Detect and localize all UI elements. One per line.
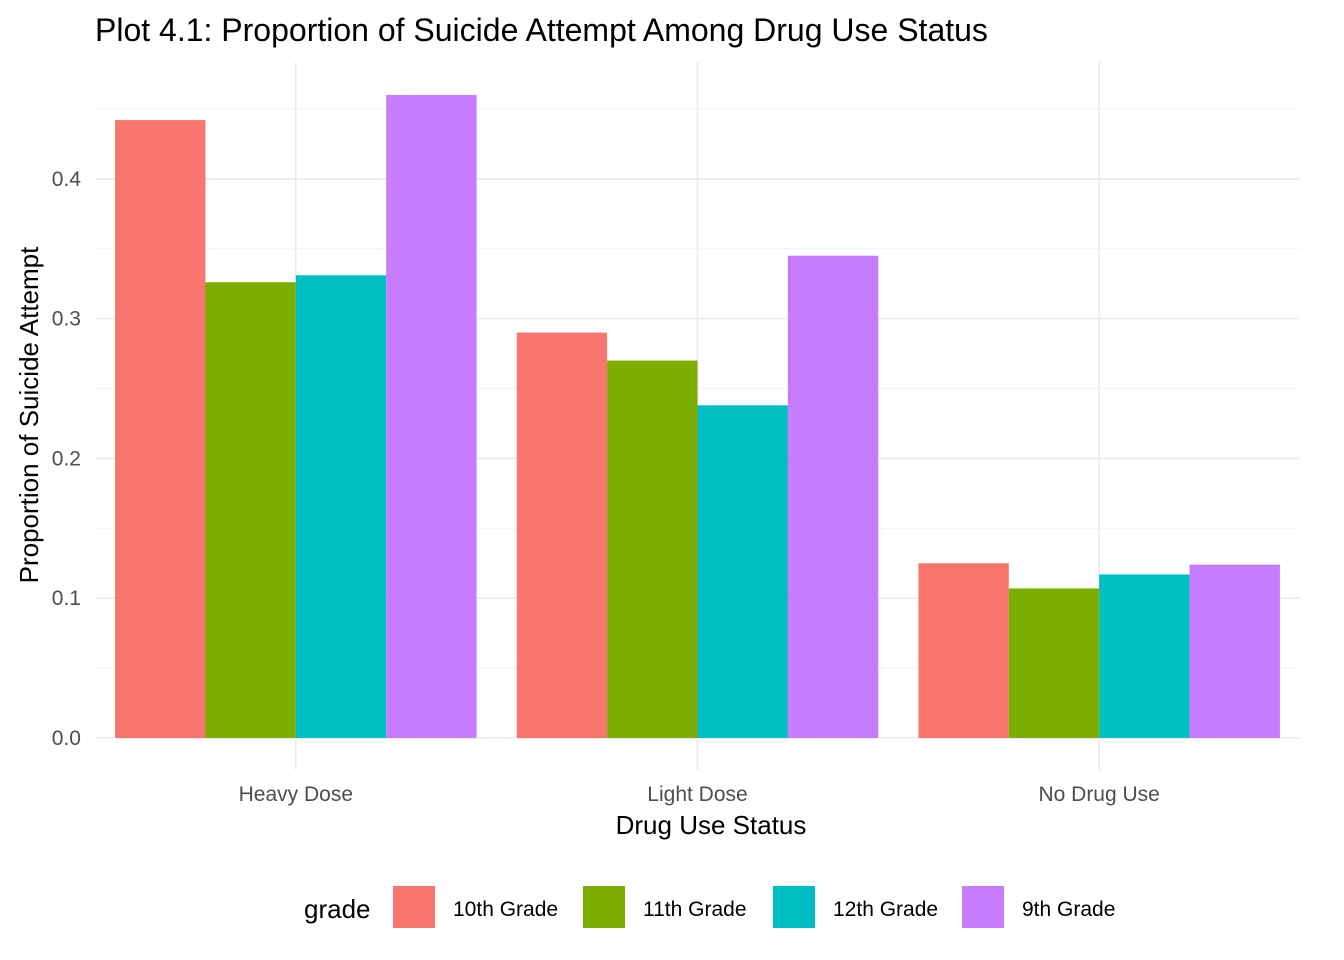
bar [918, 563, 1008, 738]
bar [607, 361, 697, 738]
bar [698, 405, 788, 738]
x-tick-label: Heavy Dose [239, 783, 353, 806]
bar [1190, 565, 1280, 738]
legend-swatch [962, 886, 1004, 928]
y-tick-label: 0.2 [52, 447, 81, 470]
y-axis-title: Proportion of Suicide Attempt [14, 246, 44, 584]
legend-label: 9th Grade [1022, 898, 1115, 921]
legend-swatch [393, 886, 435, 928]
bar [788, 256, 878, 738]
y-axis-ticks: 0.0 0.1 0.2 0.3 0.4 [52, 168, 82, 750]
y-tick-label: 0.4 [52, 168, 82, 191]
legend: grade 10th Grade 11th Grade 12th Grade 9th … [304, 886, 1115, 928]
legend-swatch [583, 886, 625, 928]
legend-label: 11th Grade [643, 898, 747, 921]
legend-label: 10th Grade [453, 898, 558, 921]
x-axis-ticks: Heavy Dose Light Dose No Drug Use [239, 783, 1160, 806]
legend-title: grade [304, 894, 371, 924]
chart-title: Plot 4.1: Proportion of Suicide Attempt … [95, 12, 988, 48]
y-tick-label: 0.1 [52, 587, 81, 610]
legend-label: 12th Grade [833, 898, 938, 921]
bar [115, 120, 205, 738]
bar [205, 282, 295, 738]
x-tick-label: No Drug Use [1038, 783, 1159, 806]
bar [517, 333, 607, 738]
bar [386, 95, 476, 738]
bar [1009, 588, 1099, 738]
bar [296, 275, 386, 738]
y-tick-label: 0.0 [52, 727, 81, 750]
legend-swatch [773, 886, 815, 928]
x-axis-title: Drug Use Status [616, 810, 807, 840]
y-tick-label: 0.3 [52, 308, 81, 331]
bar [1099, 574, 1189, 738]
x-tick-label: Light Dose [647, 783, 747, 806]
